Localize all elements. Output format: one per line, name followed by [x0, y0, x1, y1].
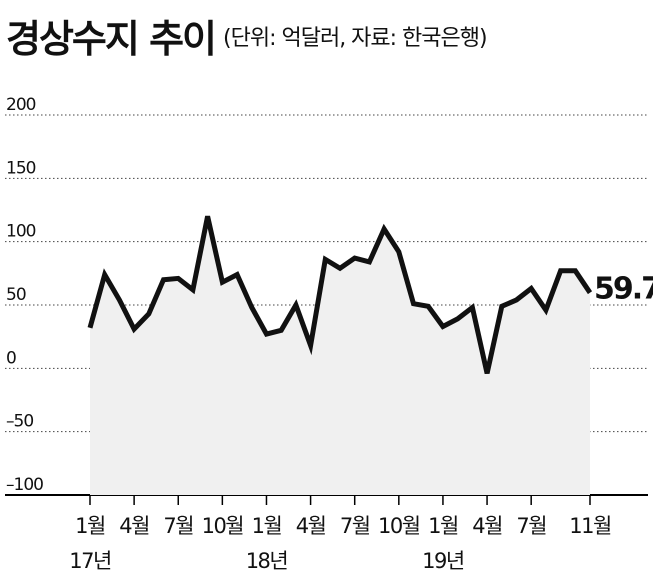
title-row: 경상수지 추이 (단위: 억달러, 자료: 한국은행) — [6, 8, 488, 68]
year-label: 17년 — [69, 549, 111, 573]
x-tick-label: 7월 — [340, 514, 370, 538]
x-tick-label: 10월 — [202, 514, 244, 538]
chart-title: 경상수지 추이 — [6, 17, 217, 61]
chart-subtitle: (단위: 억달러, 자료: 한국은행) — [223, 25, 488, 51]
x-axis — [89, 495, 591, 505]
y-tick-label: 0 — [6, 348, 16, 368]
x-tick-label: 7월 — [516, 514, 546, 538]
data-line-group — [87, 215, 593, 374]
series-line — [87, 215, 593, 374]
axis-labels: 200 150 100 50 0 –50 –100 59.7 1월 4월 7월 10월 1월 4월 7월 10… — [6, 95, 653, 573]
area-fill — [90, 216, 590, 496]
y-tick-label: 150 — [6, 158, 36, 178]
x-tick-label: 4월 — [472, 514, 502, 538]
y-tick-label: 200 — [6, 95, 36, 115]
x-tick-label: 7월 — [163, 514, 193, 538]
year-label: 18년 — [246, 549, 288, 573]
x-tick-label: 11월 — [569, 514, 611, 538]
x-tick-label: 4월 — [119, 514, 149, 538]
x-tick-label: 1월 — [428, 514, 458, 538]
y-tick-label: –50 — [6, 412, 33, 432]
x-tick-label: 10월 — [378, 514, 420, 538]
y-tick-label: 50 — [6, 285, 26, 305]
x-tick-label: 4월 — [296, 514, 326, 538]
x-tick-label: 1월 — [75, 514, 105, 538]
year-label: 19년 — [422, 549, 464, 573]
y-tick-label: –100 — [6, 475, 43, 495]
area-fill-shape — [90, 216, 590, 496]
last-value-label: 59.7 — [594, 272, 653, 307]
y-tick-label: 100 — [6, 222, 36, 242]
x-tick-label: 1월 — [252, 514, 282, 538]
